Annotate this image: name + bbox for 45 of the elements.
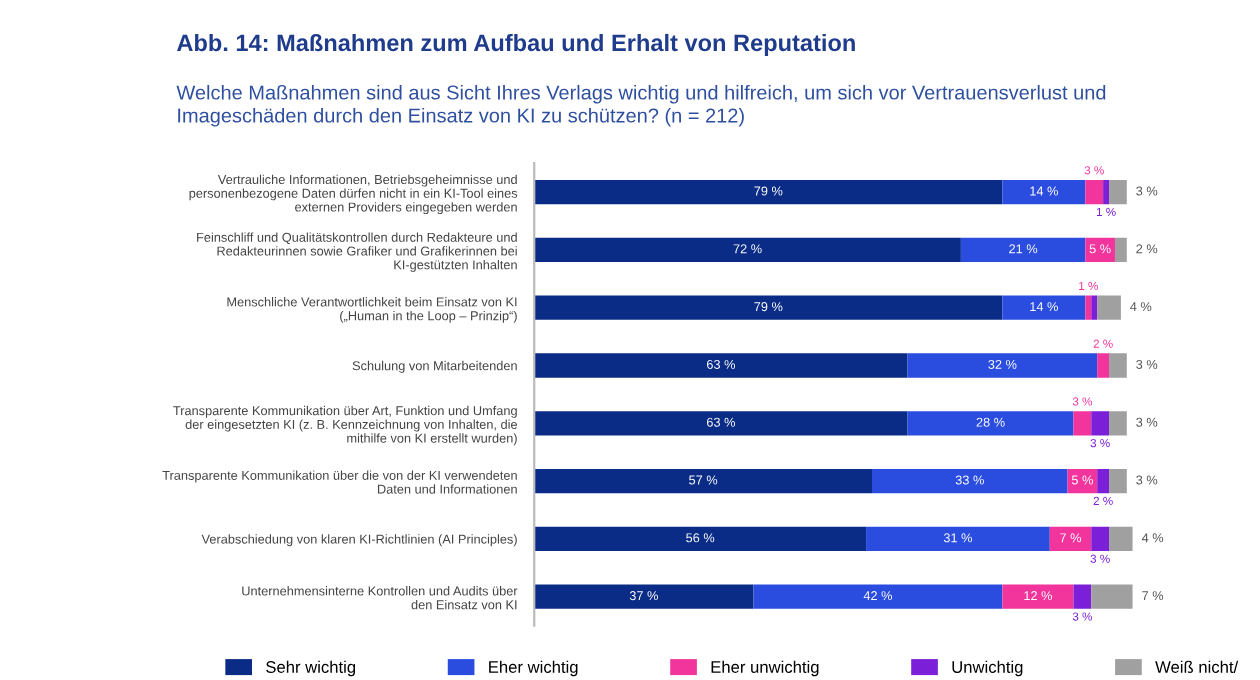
legend-label: Eher unwichtig xyxy=(711,660,819,677)
bar xyxy=(1002,295,1086,320)
bar xyxy=(534,353,908,378)
bar xyxy=(1073,411,1092,436)
bar xyxy=(1097,468,1110,494)
bar xyxy=(1049,526,1092,552)
bar xyxy=(1109,526,1133,552)
bar xyxy=(960,237,1086,263)
bar xyxy=(1109,468,1127,494)
bar xyxy=(1109,411,1127,436)
bar xyxy=(534,468,873,494)
bar xyxy=(866,526,1050,552)
bar xyxy=(534,584,754,609)
bar xyxy=(534,526,867,552)
bar xyxy=(872,468,1068,494)
bar xyxy=(534,237,961,263)
bar xyxy=(1073,584,1092,609)
bar xyxy=(1109,353,1127,378)
bar xyxy=(1085,237,1115,263)
bar xyxy=(1091,526,1110,552)
bar xyxy=(1109,179,1127,205)
chart-title: Abb. 14: Maßnahmen zum Aufbau und Erhalt von Reputation xyxy=(176,33,855,56)
legend-label: Weiß nicht/ xyxy=(1155,660,1239,673)
legend-label: Sehr wichtig xyxy=(266,660,356,677)
legend-label: Eher wichtig xyxy=(489,660,578,677)
bar xyxy=(1103,179,1110,205)
chart-subtitle: Welche Maßnahmen sind aus Sicht Ihres Verlags wichtig und hilfreich, um sich vor Vertrauensverlust und Imageschäden durch den Einsatz von KI zu schützen? (n = 212) xyxy=(176,84,1106,127)
bar xyxy=(1097,353,1110,378)
bar xyxy=(1002,584,1074,609)
bar xyxy=(753,584,1003,609)
bar xyxy=(534,179,1003,205)
bar xyxy=(1091,295,1098,320)
bar xyxy=(534,411,908,436)
bar xyxy=(1067,468,1098,494)
bar xyxy=(1114,237,1127,263)
bar xyxy=(1091,584,1133,609)
bar xyxy=(1091,411,1110,436)
bar xyxy=(907,411,1074,436)
bar xyxy=(1002,179,1086,205)
bar xyxy=(907,353,1098,378)
bar xyxy=(534,295,1003,320)
legend-label: Unwichtig xyxy=(952,660,1023,677)
bar xyxy=(1085,179,1104,205)
bar xyxy=(1097,295,1121,320)
bar xyxy=(1085,295,1092,320)
